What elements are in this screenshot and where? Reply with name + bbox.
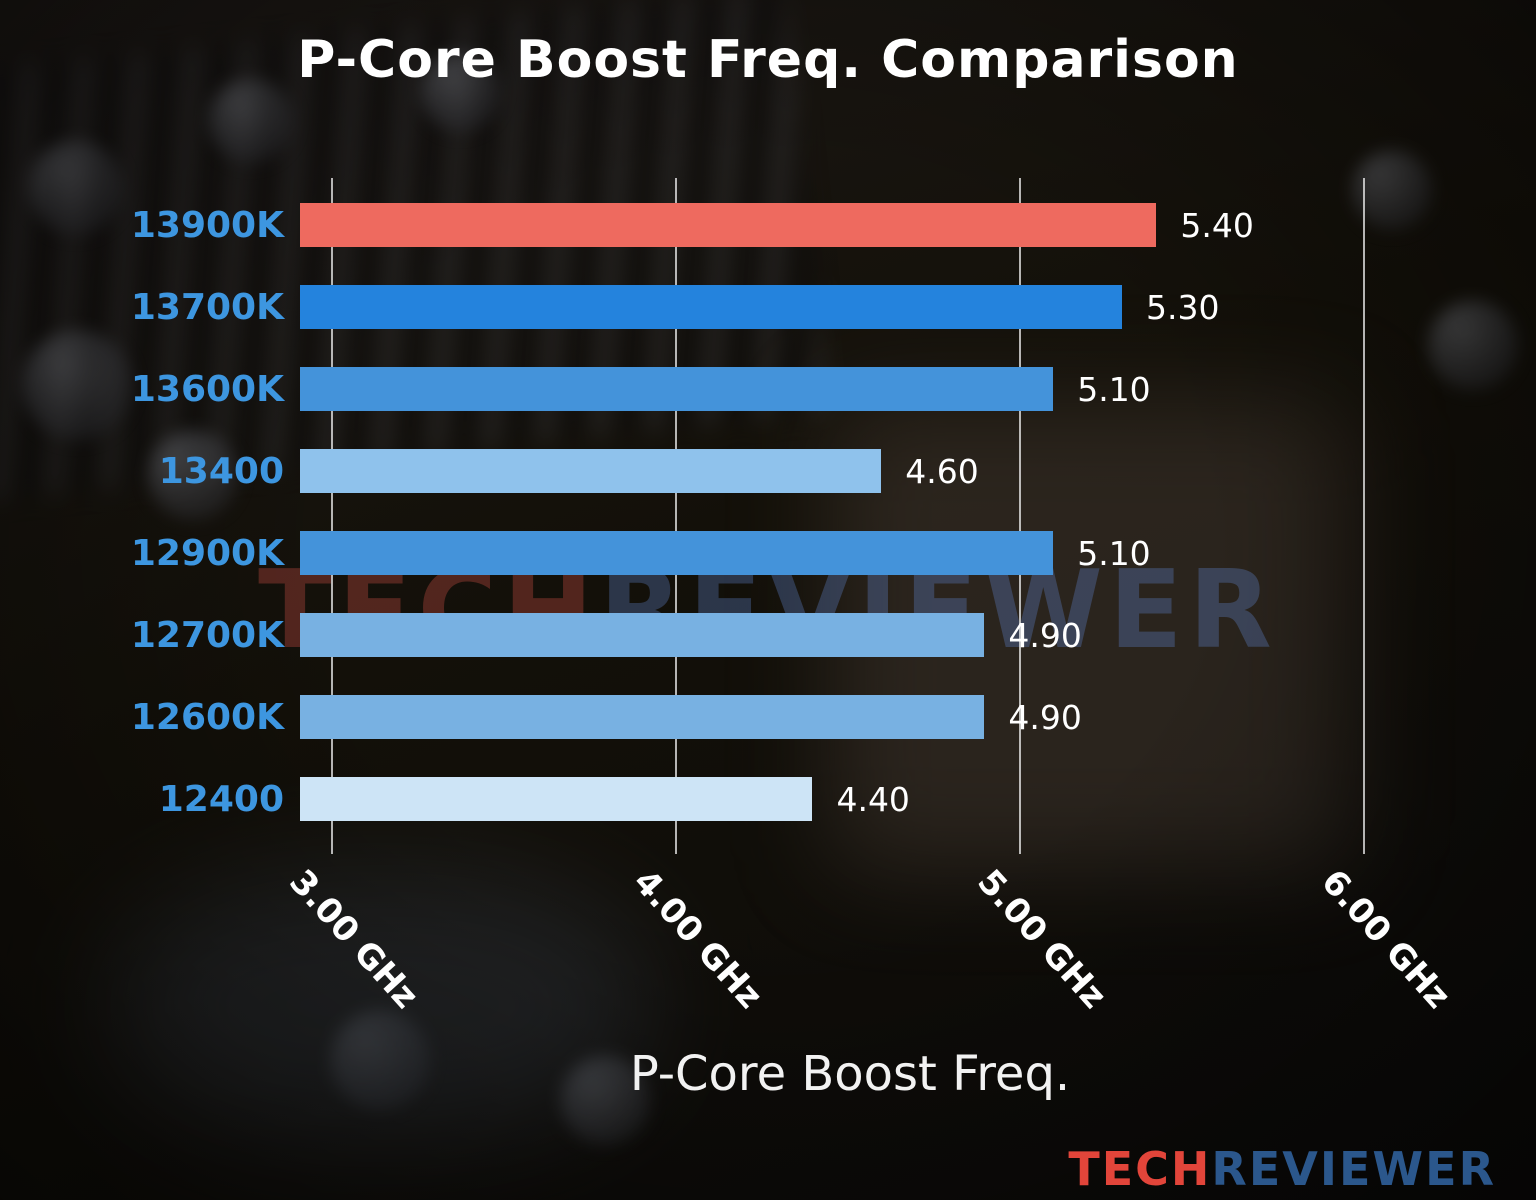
value-label: 5.10 bbox=[1077, 369, 1151, 409]
category-label: 13900K bbox=[130, 204, 284, 246]
brand-logo: TECHREVIEWER bbox=[1068, 1142, 1496, 1196]
category-label: 13600K bbox=[130, 368, 284, 410]
x-tick-label: 5.00 GHz bbox=[969, 862, 1114, 1017]
value-label: 5.40 bbox=[1180, 205, 1254, 245]
x-tick-label: 6.00 GHz bbox=[1313, 862, 1458, 1017]
bar-row: 13400 4.60 bbox=[159, 430, 1490, 512]
bar-12900K bbox=[300, 531, 1054, 575]
gridline bbox=[674, 178, 677, 854]
bar-row: 12600K 4.90 bbox=[131, 676, 1490, 758]
plot-area: 13900K 5.40 13700K 5.30 13600K 5.10 13400 4.60 1… bbox=[131, 178, 1490, 1017]
bar-13700K bbox=[300, 285, 1122, 329]
bar-13400 bbox=[300, 449, 882, 493]
bars-layer: 13900K 5.40 13700K 5.30 13600K 5.10 13400 4.60 1… bbox=[131, 184, 1490, 840]
bar-row: 12400 4.40 bbox=[159, 758, 1490, 840]
brand-logo-tech: TECH bbox=[1068, 1142, 1212, 1196]
chart-title: P-Core Boost Freq. Comparison bbox=[297, 30, 1239, 90]
gridlines-layer bbox=[300, 178, 1490, 854]
bar-13900K bbox=[300, 203, 1157, 247]
bar-row: 13600K 5.10 bbox=[131, 348, 1490, 430]
gridline bbox=[1362, 178, 1365, 854]
value-label: 4.40 bbox=[836, 779, 910, 819]
bar-row: 12700K 4.90 bbox=[131, 594, 1490, 676]
value-label: 4.90 bbox=[1008, 697, 1082, 737]
bar-13600K bbox=[300, 367, 1054, 411]
bar-row: 13900K 5.40 bbox=[131, 184, 1490, 266]
category-label: 13700K bbox=[130, 286, 284, 328]
x-axis-title: P-Core Boost Freq. bbox=[629, 1046, 1071, 1102]
value-label: 5.30 bbox=[1145, 287, 1220, 327]
bar-12700K bbox=[300, 613, 985, 657]
x-tick-label: 3.00 GHz bbox=[281, 862, 426, 1017]
bar-12600K bbox=[300, 695, 985, 739]
category-label: 13400 bbox=[158, 450, 284, 492]
gridline bbox=[330, 178, 333, 854]
category-label: 12900K bbox=[130, 532, 284, 574]
bar-row: 12900K 5.10 bbox=[131, 512, 1490, 594]
brand-logo-reviewer: REVIEWER bbox=[1211, 1142, 1496, 1196]
gridline bbox=[1018, 178, 1021, 854]
x-tick-label: 4.00 GHz bbox=[625, 862, 770, 1017]
value-label: 4.60 bbox=[905, 451, 979, 491]
category-label: 12700K bbox=[130, 614, 284, 656]
bar-12400 bbox=[300, 777, 813, 821]
value-label: 4.90 bbox=[1008, 615, 1082, 655]
value-label: 5.10 bbox=[1077, 533, 1151, 573]
x-tick-labels: 3.00 GHz 4.00 GHz 5.00 GHz 6.00 GHz bbox=[281, 840, 1490, 1060]
category-label: 12600K bbox=[130, 696, 284, 738]
bar-row: 13700K 5.30 bbox=[131, 266, 1490, 348]
category-label: 12400 bbox=[158, 778, 284, 820]
